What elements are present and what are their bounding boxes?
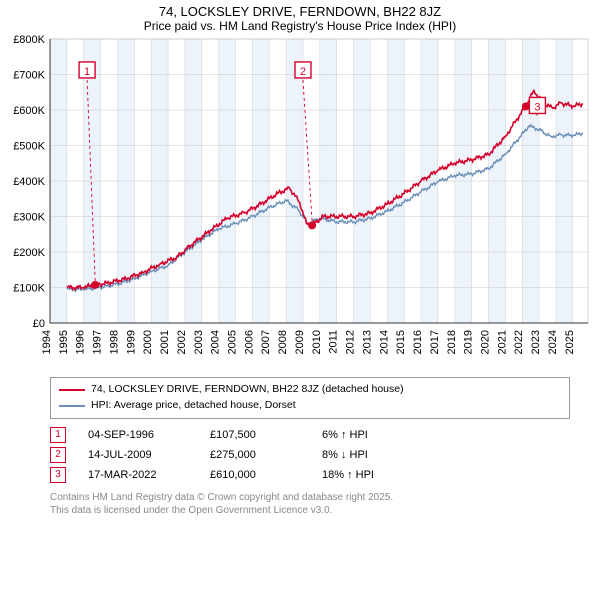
sale-date: 14-JUL-2009 bbox=[88, 449, 188, 461]
sale-date: 17-MAR-2022 bbox=[88, 469, 188, 481]
sale-price: £107,500 bbox=[210, 429, 300, 441]
title-line-2: Price paid vs. HM Land Registry's House … bbox=[0, 19, 600, 33]
legend-swatch-1 bbox=[59, 389, 85, 391]
sale-diff: 8% ↓ HPI bbox=[322, 449, 432, 461]
svg-text:2004: 2004 bbox=[210, 330, 222, 354]
legend-item-hpi: HPI: Average price, detached house, Dors… bbox=[59, 398, 561, 414]
svg-text:2024: 2024 bbox=[547, 330, 559, 354]
footer-line-1: Contains HM Land Registry data © Crown c… bbox=[50, 491, 570, 504]
title-line-1: 74, LOCKSLEY DRIVE, FERNDOWN, BH22 8JZ bbox=[0, 4, 600, 19]
legend-label-1: 74, LOCKSLEY DRIVE, FERNDOWN, BH22 8JZ (… bbox=[91, 382, 404, 398]
sales-table: 1 04-SEP-1996 £107,500 6% ↑ HPI 2 14-JUL-2009… bbox=[50, 425, 570, 485]
titles: 74, LOCKSLEY DRIVE, FERNDOWN, BH22 8JZ P… bbox=[0, 0, 600, 33]
svg-text:2008: 2008 bbox=[277, 330, 289, 354]
svg-text:2012: 2012 bbox=[345, 330, 357, 354]
svg-text:1996: 1996 bbox=[75, 330, 87, 354]
svg-text:3: 3 bbox=[534, 101, 540, 113]
svg-text:2023: 2023 bbox=[530, 330, 542, 354]
svg-text:2022: 2022 bbox=[513, 330, 525, 354]
footer-line-2: This data is licensed under the Open Gov… bbox=[50, 504, 570, 517]
svg-text:£700K: £700K bbox=[13, 70, 45, 82]
chart-container: 74, LOCKSLEY DRIVE, FERNDOWN, BH22 8JZ P… bbox=[0, 0, 600, 523]
svg-text:£0: £0 bbox=[33, 318, 45, 330]
sale-diff: 6% ↑ HPI bbox=[322, 429, 432, 441]
svg-text:1998: 1998 bbox=[108, 330, 120, 354]
svg-text:2006: 2006 bbox=[243, 330, 255, 354]
svg-text:2020: 2020 bbox=[479, 330, 491, 354]
svg-text:2007: 2007 bbox=[260, 330, 272, 354]
svg-text:2002: 2002 bbox=[176, 330, 188, 354]
sale-price: £275,000 bbox=[210, 449, 300, 461]
svg-text:2015: 2015 bbox=[395, 330, 407, 354]
svg-text:1: 1 bbox=[84, 66, 90, 78]
svg-text:2011: 2011 bbox=[328, 330, 340, 354]
svg-text:£300K: £300K bbox=[13, 212, 45, 224]
legend-item-price-paid: 74, LOCKSLEY DRIVE, FERNDOWN, BH22 8JZ (… bbox=[59, 382, 561, 398]
sale-row: 2 14-JUL-2009 £275,000 8% ↓ HPI bbox=[50, 445, 570, 465]
svg-text:2010: 2010 bbox=[311, 330, 323, 354]
svg-text:£100K: £100K bbox=[13, 283, 45, 295]
sale-diff: 18% ↑ HPI bbox=[322, 469, 432, 481]
svg-text:2025: 2025 bbox=[564, 330, 576, 354]
footer: Contains HM Land Registry data © Crown c… bbox=[50, 491, 570, 523]
svg-text:£400K: £400K bbox=[13, 176, 45, 188]
sale-marker: 2 bbox=[50, 447, 66, 463]
legend-label-2: HPI: Average price, detached house, Dors… bbox=[91, 398, 296, 414]
svg-text:£800K: £800K bbox=[13, 34, 45, 46]
sale-date: 04-SEP-1996 bbox=[88, 429, 188, 441]
sale-marker: 1 bbox=[50, 427, 66, 443]
svg-text:2018: 2018 bbox=[446, 330, 458, 354]
svg-text:1994: 1994 bbox=[41, 330, 53, 354]
sale-row: 3 17-MAR-2022 £610,000 18% ↑ HPI bbox=[50, 465, 570, 485]
svg-text:2005: 2005 bbox=[227, 330, 239, 354]
svg-text:2013: 2013 bbox=[361, 330, 373, 354]
svg-text:2019: 2019 bbox=[463, 330, 475, 354]
svg-text:2000: 2000 bbox=[142, 330, 154, 354]
legend: 74, LOCKSLEY DRIVE, FERNDOWN, BH22 8JZ (… bbox=[50, 377, 570, 419]
svg-text:2014: 2014 bbox=[378, 330, 390, 354]
svg-text:£200K: £200K bbox=[13, 247, 45, 259]
svg-text:2009: 2009 bbox=[294, 330, 306, 354]
legend-swatch-2 bbox=[59, 405, 85, 407]
svg-text:£500K: £500K bbox=[13, 141, 45, 153]
sale-marker: 3 bbox=[50, 467, 66, 483]
svg-text:2: 2 bbox=[300, 66, 306, 78]
svg-text:£600K: £600K bbox=[13, 105, 45, 117]
svg-text:2001: 2001 bbox=[159, 330, 171, 354]
svg-text:1995: 1995 bbox=[58, 330, 70, 354]
price-chart: £0 £100K £200K £300K £400K £500K £600K £700K £80… bbox=[0, 33, 600, 373]
svg-text:1997: 1997 bbox=[92, 330, 104, 354]
sale-row: 1 04-SEP-1996 £107,500 6% ↑ HPI bbox=[50, 425, 570, 445]
svg-text:2003: 2003 bbox=[193, 330, 205, 354]
svg-text:2016: 2016 bbox=[412, 330, 424, 354]
svg-text:1999: 1999 bbox=[125, 330, 137, 354]
svg-text:2021: 2021 bbox=[496, 330, 508, 354]
sale-price: £610,000 bbox=[210, 469, 300, 481]
svg-text:2017: 2017 bbox=[429, 330, 441, 354]
